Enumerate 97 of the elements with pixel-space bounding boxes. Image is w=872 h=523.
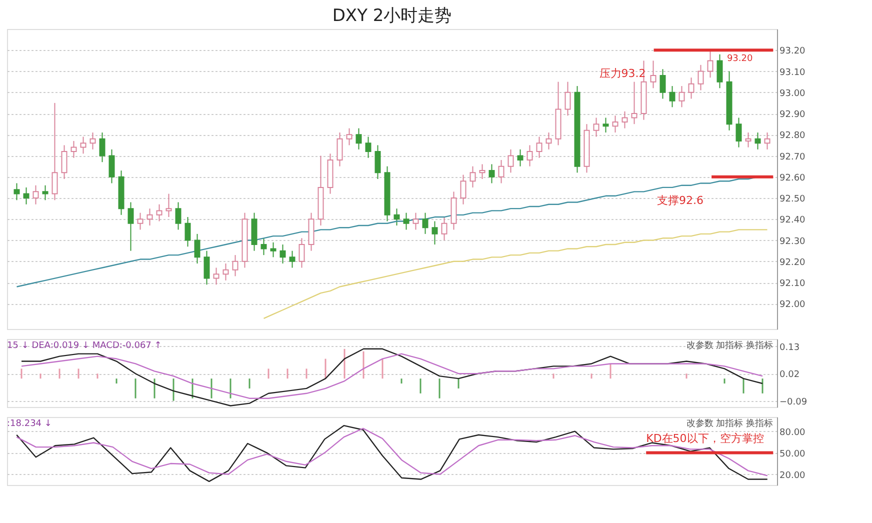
candlestick <box>764 132 770 150</box>
candlestick <box>298 238 305 268</box>
candlestick <box>374 144 381 180</box>
candlestick <box>612 115 618 134</box>
candlestick <box>622 110 628 129</box>
y-tick-label: 80.00 <box>780 428 806 438</box>
candlestick <box>194 233 200 264</box>
candlestick <box>602 117 609 134</box>
candlestick <box>336 132 343 167</box>
candlestick <box>736 117 742 148</box>
candlestick <box>128 202 134 252</box>
ref-line-label: KD在50以下，空方掌控 <box>646 432 764 445</box>
candlestick <box>232 254 238 277</box>
candlestick <box>365 136 372 158</box>
candlestick <box>14 182 20 201</box>
candlestick <box>669 86 676 108</box>
annotation: 改参数 加指标 换指标 <box>686 418 773 429</box>
candlestick <box>70 140 77 158</box>
y-tick-label: 93.00 <box>780 88 806 99</box>
line-series <box>263 229 768 320</box>
candlestick <box>52 102 58 201</box>
candlestick <box>660 68 666 100</box>
candlestick <box>260 238 267 256</box>
y-tick-label: −0.09 <box>780 397 808 408</box>
candlestick <box>137 212 144 230</box>
candlestick <box>745 132 752 148</box>
candlestick <box>707 50 714 78</box>
annotation: :18.234 ↓ <box>7 419 52 429</box>
y-tick-label: 0.02 <box>780 370 800 380</box>
y-tick-label: 92.70 <box>780 152 806 162</box>
candlestick <box>394 208 400 226</box>
candlestick <box>498 159 504 184</box>
candlestick <box>479 164 486 180</box>
candlestick <box>32 184 39 205</box>
y-tick-label: 50.00 <box>780 449 806 460</box>
candlestick <box>546 132 552 150</box>
candlestick <box>80 136 86 154</box>
candlestick <box>716 54 723 89</box>
y-tick-label: 92.30 <box>780 236 806 247</box>
annotation: 15 ↓ DEA:0.019 ↓ MACD:-0.067 ↑ <box>7 341 162 351</box>
candlestick <box>470 166 476 188</box>
y-tick-label: 92.10 <box>780 279 806 290</box>
candlestick <box>146 208 153 226</box>
candlestick <box>754 132 761 150</box>
candlestick <box>23 186 30 205</box>
candlestick <box>156 204 162 222</box>
candlestick <box>213 267 220 286</box>
y-tick-label: 20.00 <box>780 470 806 481</box>
candlestick <box>631 81 638 125</box>
candlestick <box>166 193 172 218</box>
candlestick <box>432 220 438 245</box>
candlestick <box>108 148 115 184</box>
y-tick-label: 0.13 <box>780 342 800 353</box>
ref-line-label: 支撑92.6 <box>657 194 704 207</box>
annotation: 改参数 加指标 换指标 <box>686 340 773 351</box>
candlestick <box>536 136 542 158</box>
candlestick <box>508 148 514 174</box>
candlestick <box>346 128 352 146</box>
y-tick-label: 92.90 <box>780 110 806 120</box>
candlestick <box>280 244 286 264</box>
line-series <box>20 353 764 399</box>
candlestick <box>222 263 229 281</box>
candlestick <box>175 202 182 230</box>
candlestick <box>517 148 524 167</box>
y-tick-label: 92.50 <box>780 194 806 205</box>
y-tick-label: 93.10 <box>780 68 806 78</box>
candlestick <box>403 212 410 230</box>
candlestick <box>270 242 276 258</box>
candlestick <box>204 250 210 286</box>
candlestick <box>184 216 191 248</box>
y-tick-label: 92.60 <box>780 173 806 184</box>
candlestick <box>99 132 106 163</box>
candlestick <box>564 81 571 116</box>
candlestick <box>61 144 68 180</box>
candlestick <box>90 132 96 150</box>
annotation: 93.20 <box>726 54 753 64</box>
line-series <box>16 428 768 476</box>
candlestick <box>488 164 495 184</box>
candlestick <box>678 86 685 108</box>
y-tick-label: 92.20 <box>780 258 806 268</box>
chart-title: DXY 2小时走势 <box>332 6 452 26</box>
candlestick <box>460 174 466 205</box>
candlestick <box>356 128 362 150</box>
candlestick <box>42 184 48 201</box>
candlestick <box>698 64 704 91</box>
candlestick <box>412 212 419 230</box>
candlestick <box>422 212 428 234</box>
candlestick <box>441 216 448 241</box>
candlestick <box>526 144 533 167</box>
candlestick <box>593 117 600 138</box>
candlestick <box>650 60 656 89</box>
candlestick <box>688 77 694 100</box>
y-tick-label: 93.20 <box>780 46 806 57</box>
candlestick <box>289 250 296 268</box>
y-tick-label: 92.80 <box>780 131 806 142</box>
y-tick-label: 92.40 <box>780 216 806 226</box>
y-tick-label: 92.00 <box>780 300 806 310</box>
